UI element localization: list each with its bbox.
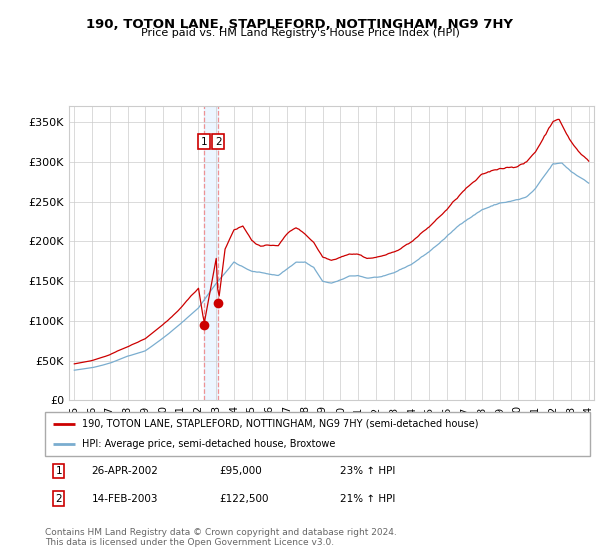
Text: £95,000: £95,000 [220, 466, 262, 476]
FancyBboxPatch shape [45, 413, 590, 455]
Text: 14-FEB-2003: 14-FEB-2003 [91, 493, 158, 503]
Text: Contains HM Land Registry data © Crown copyright and database right 2024.
This d: Contains HM Land Registry data © Crown c… [45, 528, 397, 547]
Text: Price paid vs. HM Land Registry's House Price Index (HPI): Price paid vs. HM Land Registry's House … [140, 28, 460, 38]
Text: 190, TOTON LANE, STAPLEFORD, NOTTINGHAM, NG9 7HY: 190, TOTON LANE, STAPLEFORD, NOTTINGHAM,… [86, 18, 514, 31]
Text: 2: 2 [55, 493, 62, 503]
Text: HPI: Average price, semi-detached house, Broxtowe: HPI: Average price, semi-detached house,… [82, 439, 335, 449]
Bar [204, 106, 218, 400]
Text: 2: 2 [215, 137, 221, 147]
Text: 23% ↑ HPI: 23% ↑ HPI [340, 466, 395, 476]
Text: 1: 1 [201, 137, 208, 147]
Text: 1: 1 [55, 466, 62, 476]
Text: £122,500: £122,500 [220, 493, 269, 503]
Text: 26-APR-2002: 26-APR-2002 [91, 466, 158, 476]
Text: 190, TOTON LANE, STAPLEFORD, NOTTINGHAM, NG9 7HY (semi-detached house): 190, TOTON LANE, STAPLEFORD, NOTTINGHAM,… [82, 419, 479, 429]
Text: 21% ↑ HPI: 21% ↑ HPI [340, 493, 395, 503]
